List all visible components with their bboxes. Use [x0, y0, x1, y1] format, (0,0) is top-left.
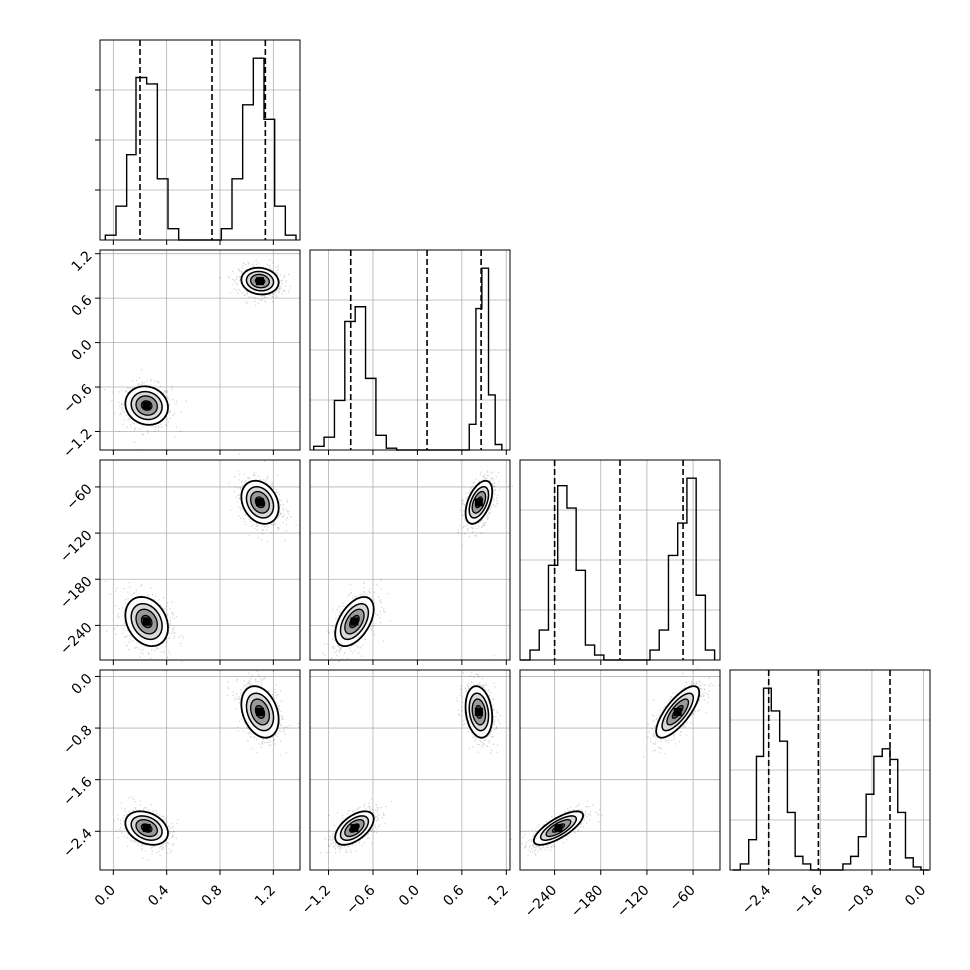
panel-frame-3-1	[309, 669, 511, 871]
density-peak-2-0-0	[142, 617, 151, 626]
histogram-line-3	[732, 687, 929, 871]
y-tick-label-1-4: 1.2	[69, 248, 96, 275]
scatter-panel-2-1	[309, 459, 513, 665]
density-peak-3-1-1	[474, 707, 483, 716]
x-tick-label-0-3: 1.2	[252, 882, 279, 909]
histogram-line-0	[104, 57, 297, 241]
scatter-panel-1-0	[95, 249, 301, 455]
histogram-panel-3	[729, 669, 931, 875]
histogram-panel-1	[309, 249, 511, 455]
y-tick-label-2-3: −60	[63, 481, 95, 513]
panel-frame-3-0	[99, 669, 301, 871]
scatter-panel-2-0	[95, 453, 301, 665]
x-tick-label-3-0: −2.4	[739, 882, 774, 917]
density-peak-2-1-1	[474, 498, 483, 507]
x-tick-label-0-1: 0.4	[145, 882, 172, 909]
scatter-panel-3-0	[95, 669, 301, 875]
x-tick-label-3-3: 0.0	[902, 882, 929, 909]
x-tick-label-2-2: −120	[614, 882, 653, 921]
x-tick-label-1-4: 1.2	[485, 882, 512, 909]
histogram-line-1	[313, 267, 503, 451]
x-tick-label-1-3: 0.6	[440, 882, 467, 909]
x-tick-label-0-2: 0.8	[199, 882, 226, 909]
panel-frame-3-3	[729, 669, 931, 871]
x-tick-label-1-0: −1.2	[299, 882, 334, 917]
x-tick-label-1-2: 0.0	[396, 882, 423, 909]
histogram-panel-2	[519, 459, 721, 665]
density-peak-3-2-1	[673, 707, 682, 716]
y-tick-label-3-2: −0.8	[60, 722, 95, 757]
density-peak-3-0-0	[142, 824, 151, 833]
y-tick-label-3-0: −2.4	[60, 826, 95, 861]
panel-frame-2-0	[99, 459, 301, 661]
density-peak-1-0-0	[142, 401, 151, 410]
x-tick-label-3-1: −1.6	[791, 882, 826, 917]
histogram-line-2	[520, 477, 716, 661]
y-tick-label-2-2: −120	[57, 527, 96, 566]
scatter-points-3-0-1	[227, 670, 300, 756]
density-peak-2-1-0	[350, 617, 359, 626]
x-tick-label-2-1: −180	[568, 882, 607, 921]
y-tick-label-3-3: 0.0	[69, 671, 96, 698]
corner-panels: 0.0 0.4 0.8 1.2 −1.2 −0.6 0.0 0.6 1.2 −240 −180 −12…	[57, 39, 931, 921]
x-tick-label-2-3: −60	[667, 882, 699, 914]
y-tick-label-2-1: −180	[57, 574, 96, 613]
scatter-points-3-2-1	[643, 667, 720, 758]
x-tick-label-1-1: −0.6	[343, 882, 378, 917]
panel-frame-3-2	[519, 669, 721, 871]
panel-frame-1-0	[99, 249, 301, 451]
y-tick-label-2-0: −240	[57, 620, 96, 659]
y-tick-label-1-0: −1.2	[60, 426, 95, 461]
scatter-panel-3-2	[510, 667, 721, 875]
density-peak-1-0-1	[256, 277, 264, 286]
y-tick-label-3-1: −1.6	[60, 774, 95, 809]
panel-frame-1-1	[309, 249, 511, 451]
scatter-panel-3-1	[309, 655, 511, 875]
panel-frame-2-1	[309, 459, 511, 661]
histogram-panel-0	[95, 39, 301, 245]
y-tick-label-1-1: −0.6	[60, 381, 95, 416]
density-peak-3-0-1	[256, 707, 264, 716]
y-tick-label-1-3: 0.6	[69, 292, 96, 319]
x-tick-label-2-0: −240	[522, 882, 561, 921]
density-peak-2-0-1	[256, 498, 264, 507]
x-tick-label-3-2: −0.8	[842, 882, 877, 917]
y-tick-label-1-2: 0.0	[69, 337, 96, 364]
density-peak-3-1-0	[350, 824, 359, 833]
density-peak-3-2-0	[554, 824, 563, 833]
x-tick-label-0-0: 0.0	[92, 882, 119, 909]
panel-frame-0-0	[99, 39, 301, 241]
panel-frame-2-2	[519, 459, 721, 661]
